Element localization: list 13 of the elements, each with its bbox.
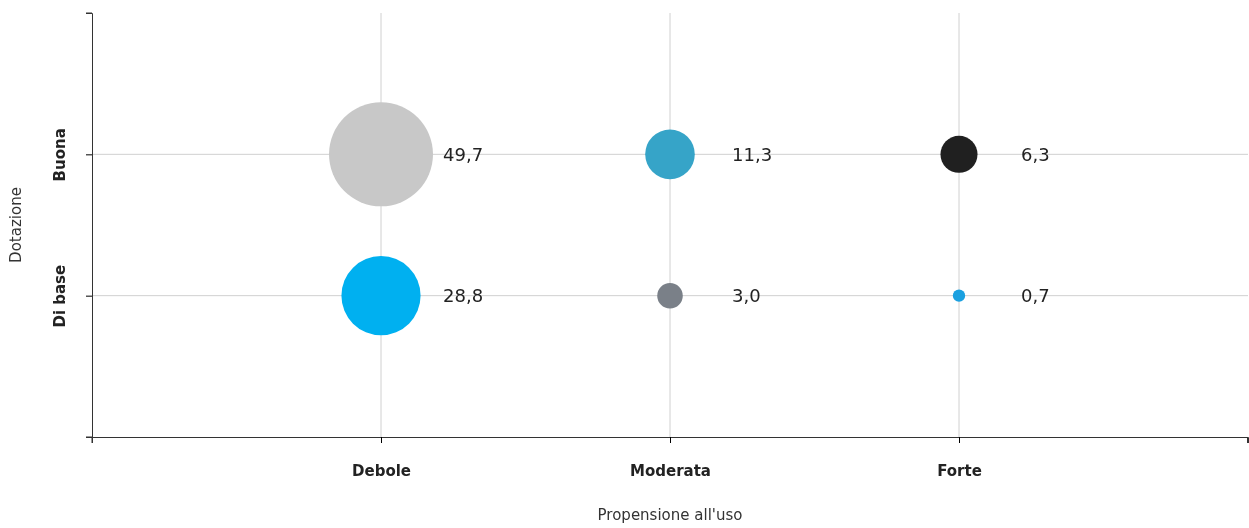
data-label: 6,3 [1021, 143, 1050, 165]
data-label: 3,0 [732, 284, 761, 306]
data-label: 0,7 [1021, 284, 1050, 306]
x-tick-label: Moderata [630, 461, 711, 480]
y-axis-title: Dotazione [7, 187, 25, 263]
data-label: 11,3 [732, 143, 773, 165]
x-tick-label: Forte [937, 461, 982, 480]
y-tick-label: Buona [51, 128, 69, 182]
x-tick-label: Debole [352, 461, 411, 480]
x-axis-title: Propensione all'uso [597, 506, 743, 524]
data-label: 49,7 [443, 143, 484, 165]
y-tick-label: Di base [51, 264, 69, 328]
data-label: 28,8 [443, 284, 484, 306]
